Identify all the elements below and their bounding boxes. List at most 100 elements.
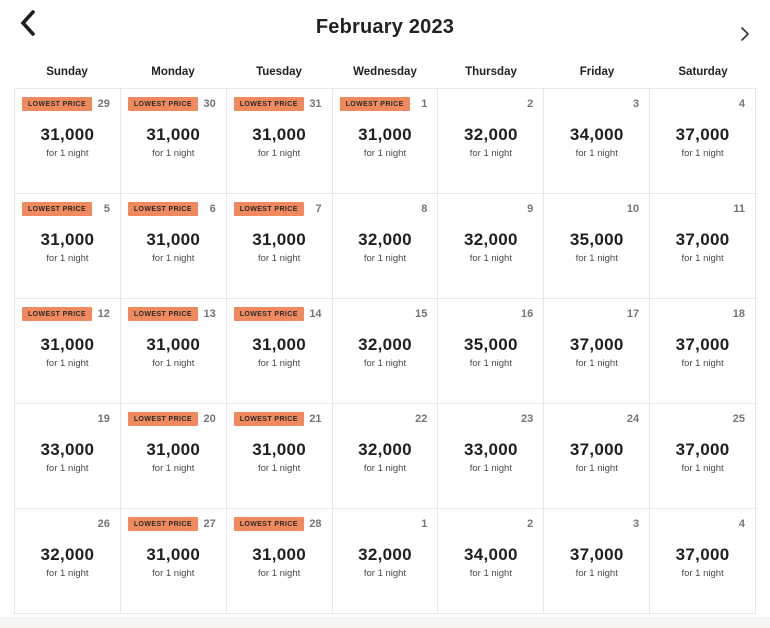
price-unit: for 1 night (469, 253, 512, 264)
calendar-day-cell[interactable]: 15 32,000 for 1 night (332, 299, 439, 404)
cell-top-row: 26 (22, 515, 113, 532)
previous-month-button[interactable] (14, 9, 42, 38)
day-number: 26 (97, 517, 110, 530)
price: 37,000 (675, 440, 730, 459)
calendar-day-cell[interactable]: LOWEST PRICE 1 31,000 for 1 night (332, 89, 439, 194)
cell-top-row: LOWEST PRICE 30 (127, 95, 219, 112)
price-unit: for 1 night (258, 253, 301, 264)
cell-top-row: LOWEST PRICE 7 (233, 200, 325, 217)
day-number: 21 (309, 412, 322, 425)
price: 31,000 (40, 125, 95, 144)
price-unit: for 1 night (46, 148, 89, 159)
price: 37,000 (675, 335, 730, 354)
calendar-day-cell[interactable]: 23 33,000 for 1 night (438, 404, 545, 509)
calendar-day-cell[interactable]: LOWEST PRICE 30 31,000 for 1 night (120, 89, 227, 194)
cell-top-row: 17 (551, 305, 642, 322)
calendar-grid: LOWEST PRICE 29 31,000 for 1 night LOWEST PR… (14, 88, 756, 614)
calendar-day-cell[interactable]: 18 37,000 for 1 night (650, 299, 756, 404)
cell-top-row: 22 (340, 410, 431, 427)
price-unit: for 1 night (575, 253, 618, 264)
day-number: 14 (309, 307, 322, 320)
calendar-day-cell[interactable]: 19 33,000 for 1 night (15, 404, 121, 509)
day-number: 12 (97, 307, 110, 320)
cell-top-row: LOWEST PRICE 12 (22, 305, 113, 322)
day-number: 8 (421, 202, 428, 215)
day-number: 31 (309, 97, 322, 110)
next-month-button[interactable] (734, 24, 756, 46)
lowest-price-badge: LOWEST PRICE (233, 306, 304, 321)
calendar-day-cell[interactable]: 2 32,000 for 1 night (438, 89, 545, 194)
calendar-day-cell[interactable]: 24 37,000 for 1 night (544, 404, 651, 509)
calendar-day-cell[interactable]: 4 37,000 for 1 night (650, 509, 756, 614)
cell-top-row: 18 (657, 305, 748, 322)
calendar-day-cell[interactable]: 3 34,000 for 1 night (544, 89, 651, 194)
price-block: 37,000 for 1 night (551, 440, 642, 474)
calendar-day-cell[interactable]: 17 37,000 for 1 night (544, 299, 651, 404)
calendar-day-cell[interactable]: LOWEST PRICE 12 31,000 for 1 night (15, 299, 121, 404)
calendar-day-cell[interactable]: 10 35,000 for 1 night (544, 194, 651, 299)
calendar-day-cell[interactable]: 8 32,000 for 1 night (332, 194, 439, 299)
day-number: 18 (732, 307, 745, 320)
price-block: 32,000 for 1 night (340, 230, 431, 264)
calendar-day-cell[interactable]: LOWEST PRICE 5 31,000 for 1 night (15, 194, 121, 299)
price-unit: for 1 night (152, 253, 195, 264)
price-unit: for 1 night (575, 358, 618, 369)
lowest-price-badge: LOWEST PRICE (127, 411, 198, 426)
cell-top-row: 15 (340, 305, 431, 322)
calendar-day-cell[interactable]: 26 32,000 for 1 night (15, 509, 121, 614)
cell-top-row: LOWEST PRICE 1 (339, 95, 431, 112)
price: 37,000 (569, 335, 624, 354)
day-number: 24 (626, 412, 640, 425)
price-unit: for 1 night (681, 253, 724, 264)
price: 31,000 (252, 230, 307, 249)
calendar-day-cell[interactable]: LOWEST PRICE 6 31,000 for 1 night (120, 194, 227, 299)
calendar-day-cell[interactable]: LOWEST PRICE 14 31,000 for 1 night (226, 299, 333, 404)
calendar-day-cell[interactable]: 1 32,000 for 1 night (332, 509, 439, 614)
calendar-day-cell[interactable]: 9 32,000 for 1 night (438, 194, 545, 299)
price-unit: for 1 night (46, 358, 89, 369)
calendar-day-cell[interactable]: LOWEST PRICE 21 31,000 for 1 night (226, 404, 333, 509)
price-block: 35,000 for 1 night (445, 335, 536, 369)
day-number: 6 (209, 202, 216, 215)
price-block: 31,000 for 1 night (128, 440, 219, 474)
calendar-day-cell[interactable]: LOWEST PRICE 27 31,000 for 1 night (120, 509, 227, 614)
cell-top-row: LOWEST PRICE 20 (127, 410, 219, 427)
price-block: 32,000 for 1 night (340, 545, 431, 579)
price-unit: for 1 night (469, 568, 512, 579)
price-block: 32,000 for 1 night (445, 230, 536, 264)
price-unit: for 1 night (363, 568, 407, 579)
price-unit: for 1 night (681, 463, 724, 474)
calendar-day-cell[interactable]: LOWEST PRICE 20 31,000 for 1 night (120, 404, 227, 509)
price: 32,000 (358, 440, 412, 459)
calendar-day-cell[interactable]: 25 37,000 for 1 night (650, 404, 756, 509)
page-title: February 2023 (315, 16, 455, 38)
calendar-day-cell[interactable]: LOWEST PRICE 28 31,000 for 1 night (226, 509, 333, 614)
calendar-day-cell[interactable]: LOWEST PRICE 7 31,000 for 1 night (226, 194, 333, 299)
price-block: 31,000 for 1 night (234, 545, 325, 579)
day-number: 15 (415, 307, 428, 320)
calendar-day-cell[interactable]: 16 35,000 for 1 night (438, 299, 545, 404)
calendar-day-cell[interactable]: 22 32,000 for 1 night (332, 404, 439, 509)
calendar-day-cell[interactable]: 3 37,000 for 1 night (544, 509, 651, 614)
price-unit: for 1 night (152, 568, 195, 579)
price-unit: for 1 night (258, 463, 301, 474)
day-number: 2 (527, 517, 534, 530)
calendar-day-cell[interactable]: LOWEST PRICE 29 31,000 for 1 night (15, 89, 121, 194)
price-unit: for 1 night (575, 463, 618, 474)
cell-top-row: 11 (657, 200, 748, 217)
price-unit: for 1 night (46, 463, 89, 474)
weekday-label-monday: Monday (151, 66, 195, 78)
cell-top-row: LOWEST PRICE 21 (233, 410, 325, 427)
day-number: 17 (626, 307, 640, 320)
calendar-day-cell[interactable]: LOWEST PRICE 31 31,000 for 1 night (226, 89, 333, 194)
lowest-price-badge: LOWEST PRICE (22, 306, 93, 321)
calendar-day-cell[interactable]: 11 37,000 for 1 night (650, 194, 756, 299)
calendar-day-cell[interactable]: LOWEST PRICE 13 31,000 for 1 night (120, 299, 227, 404)
calendar-day-cell[interactable]: 4 37,000 for 1 night (650, 89, 756, 194)
calendar-day-cell[interactable]: 2 34,000 for 1 night (438, 509, 545, 614)
price: 37,000 (675, 230, 730, 249)
price: 31,000 (40, 230, 95, 249)
price-unit: for 1 night (363, 358, 407, 369)
lowest-price-badge: LOWEST PRICE (127, 96, 198, 111)
price-block: 37,000 for 1 night (657, 440, 748, 474)
